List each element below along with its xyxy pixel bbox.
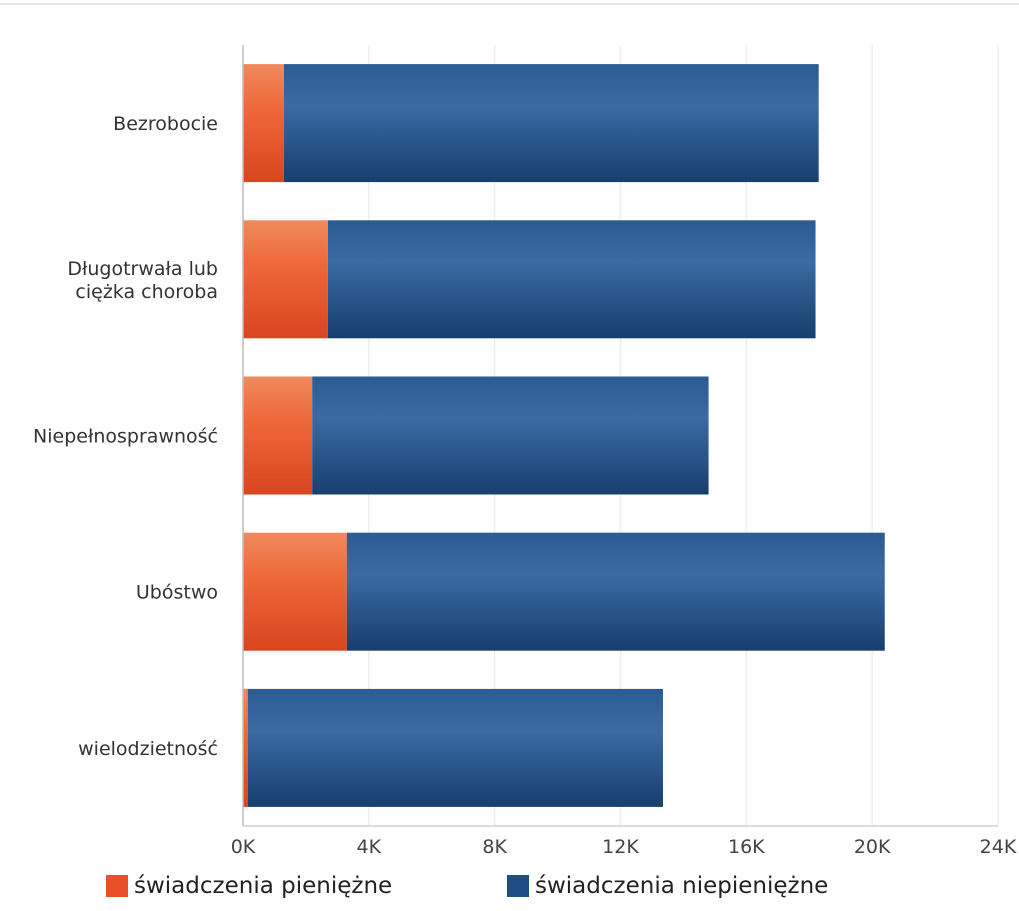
legend-swatch-noncash [507, 875, 529, 897]
category-label: ciężka choroba [75, 281, 218, 303]
x-tick-labels: 0K 4K 8K 12K 16K 20K 24K [231, 836, 1017, 858]
x-tick-label: 12K [602, 836, 639, 858]
legend: świadczenia pieniężne świadczenia niepie… [0, 873, 1019, 905]
x-tick-label: 4K [357, 836, 382, 858]
x-tick-label: 0K [231, 836, 256, 858]
bar-segment-noncash [312, 376, 709, 495]
bar-segment-noncash [346, 532, 885, 651]
bar-segment-cash [243, 532, 347, 651]
bar-segment-noncash [283, 64, 819, 183]
x-tick-label: 8K [482, 836, 507, 858]
bar-segment-cash [243, 64, 284, 183]
x-tick-label: 16K [728, 836, 765, 858]
x-tick-label: 24K [980, 836, 1017, 858]
axes [242, 45, 998, 827]
category-label: Bezrobocie [113, 113, 218, 135]
legend-label-noncash: świadczenia niepieniężne [535, 873, 829, 899]
category-label: Długotrwała lub [67, 258, 218, 280]
legend-swatch-cash [106, 875, 128, 897]
bar-segment-cash [243, 220, 328, 339]
category-label: Ubóstwo [136, 582, 218, 604]
bars [243, 64, 885, 807]
bar-segment-cash [243, 376, 313, 495]
legend-item-noncash[interactable]: świadczenia niepieniężne [507, 873, 828, 899]
bar-segment-cash [243, 688, 248, 807]
category-label: Niepełnosprawność [33, 426, 218, 448]
bar-segment-noncash [327, 220, 816, 339]
bar-segment-noncash [247, 688, 663, 807]
legend-label-cash: świadczenia pieniężne [134, 873, 393, 899]
x-tick-label: 20K [854, 836, 891, 858]
legend-item-cash[interactable]: świadczenia pieniężne [106, 873, 392, 899]
category-label: wielodzietność [78, 738, 218, 760]
